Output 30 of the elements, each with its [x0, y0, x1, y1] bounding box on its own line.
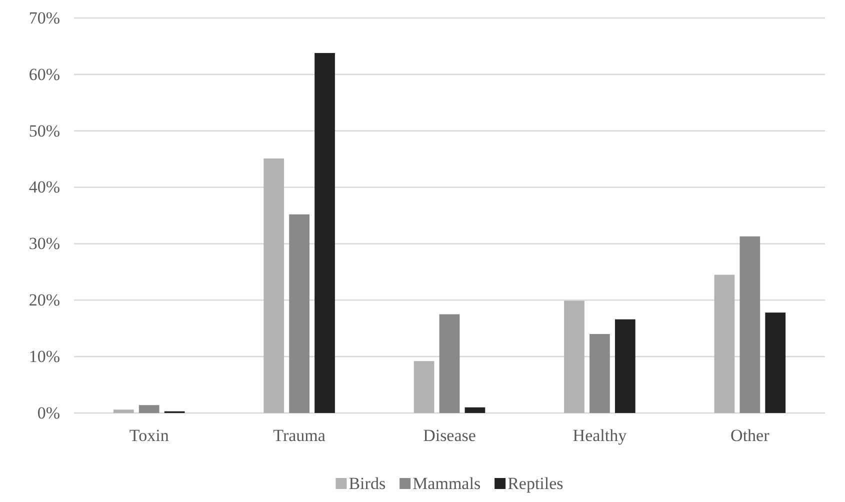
bar — [614, 319, 636, 413]
y-tick-label: 20% — [28, 290, 60, 310]
legend-label: Birds — [348, 474, 386, 493]
bar — [464, 407, 486, 413]
y-tick-label: 30% — [28, 234, 60, 254]
y-tick-label: 50% — [28, 121, 60, 140]
x-tick-label: Disease — [423, 426, 476, 446]
bar — [289, 214, 310, 413]
bar — [113, 410, 134, 413]
bar — [765, 312, 786, 413]
x-tick-label: Healthy — [572, 426, 628, 446]
y-tick-label: 10% — [28, 347, 60, 366]
x-tick-label: Other — [730, 426, 770, 446]
x-tick-label: Toxin — [129, 426, 170, 446]
y-tick-label: 0% — [37, 403, 60, 422]
bar — [564, 300, 584, 413]
legend-label: Reptiles — [508, 474, 564, 493]
bar — [439, 314, 460, 413]
bar — [740, 236, 760, 413]
bar — [590, 334, 610, 413]
bar — [714, 274, 735, 413]
bar — [314, 52, 335, 413]
y-tick-label: 60% — [28, 64, 60, 84]
legend-label: Mammals — [412, 474, 481, 493]
y-tick-label: 70% — [28, 8, 60, 28]
x-tick-label: Trauma — [273, 426, 326, 446]
bar — [414, 361, 434, 413]
bar — [138, 405, 160, 413]
y-tick-label: 40% — [28, 178, 60, 197]
bar — [264, 158, 284, 413]
